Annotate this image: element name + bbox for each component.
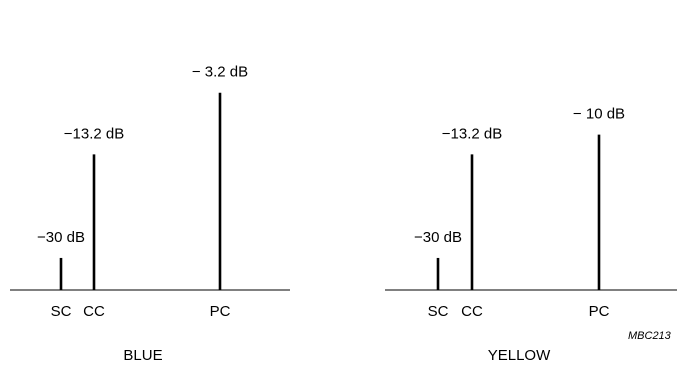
yellow-cc-tick-label: CC (461, 303, 483, 320)
blue-pc-value-label: − 3.2 dB (192, 64, 248, 81)
blue-pc-tick-label: PC (210, 303, 231, 320)
blue-sc-value-label: −30 dB (37, 229, 85, 246)
blue-panel-title: BLUE (123, 347, 162, 364)
figure-reference-code: MBC213 (628, 330, 672, 342)
yellow-sc-value-label: −30 dB (414, 229, 462, 246)
yellow-sc-tick-label: SC (428, 303, 449, 320)
yellow-spectrum-panel: YELLOW −30 dB SC −13.2 dB CC − 10 dB PC (385, 106, 677, 364)
blue-spectrum-panel: BLUE −30 dB SC −13.2 dB CC − 3.2 dB PC (10, 64, 290, 364)
yellow-pc-value-label: − 10 dB (573, 106, 625, 123)
yellow-cc-value-label: −13.2 dB (442, 125, 502, 142)
blue-cc-value-label: −13.2 dB (64, 125, 124, 142)
blue-sc-tick-label: SC (51, 303, 72, 320)
yellow-pc-tick-label: PC (589, 303, 610, 320)
yellow-panel-title: YELLOW (488, 347, 551, 364)
blue-cc-tick-label: CC (83, 303, 105, 320)
